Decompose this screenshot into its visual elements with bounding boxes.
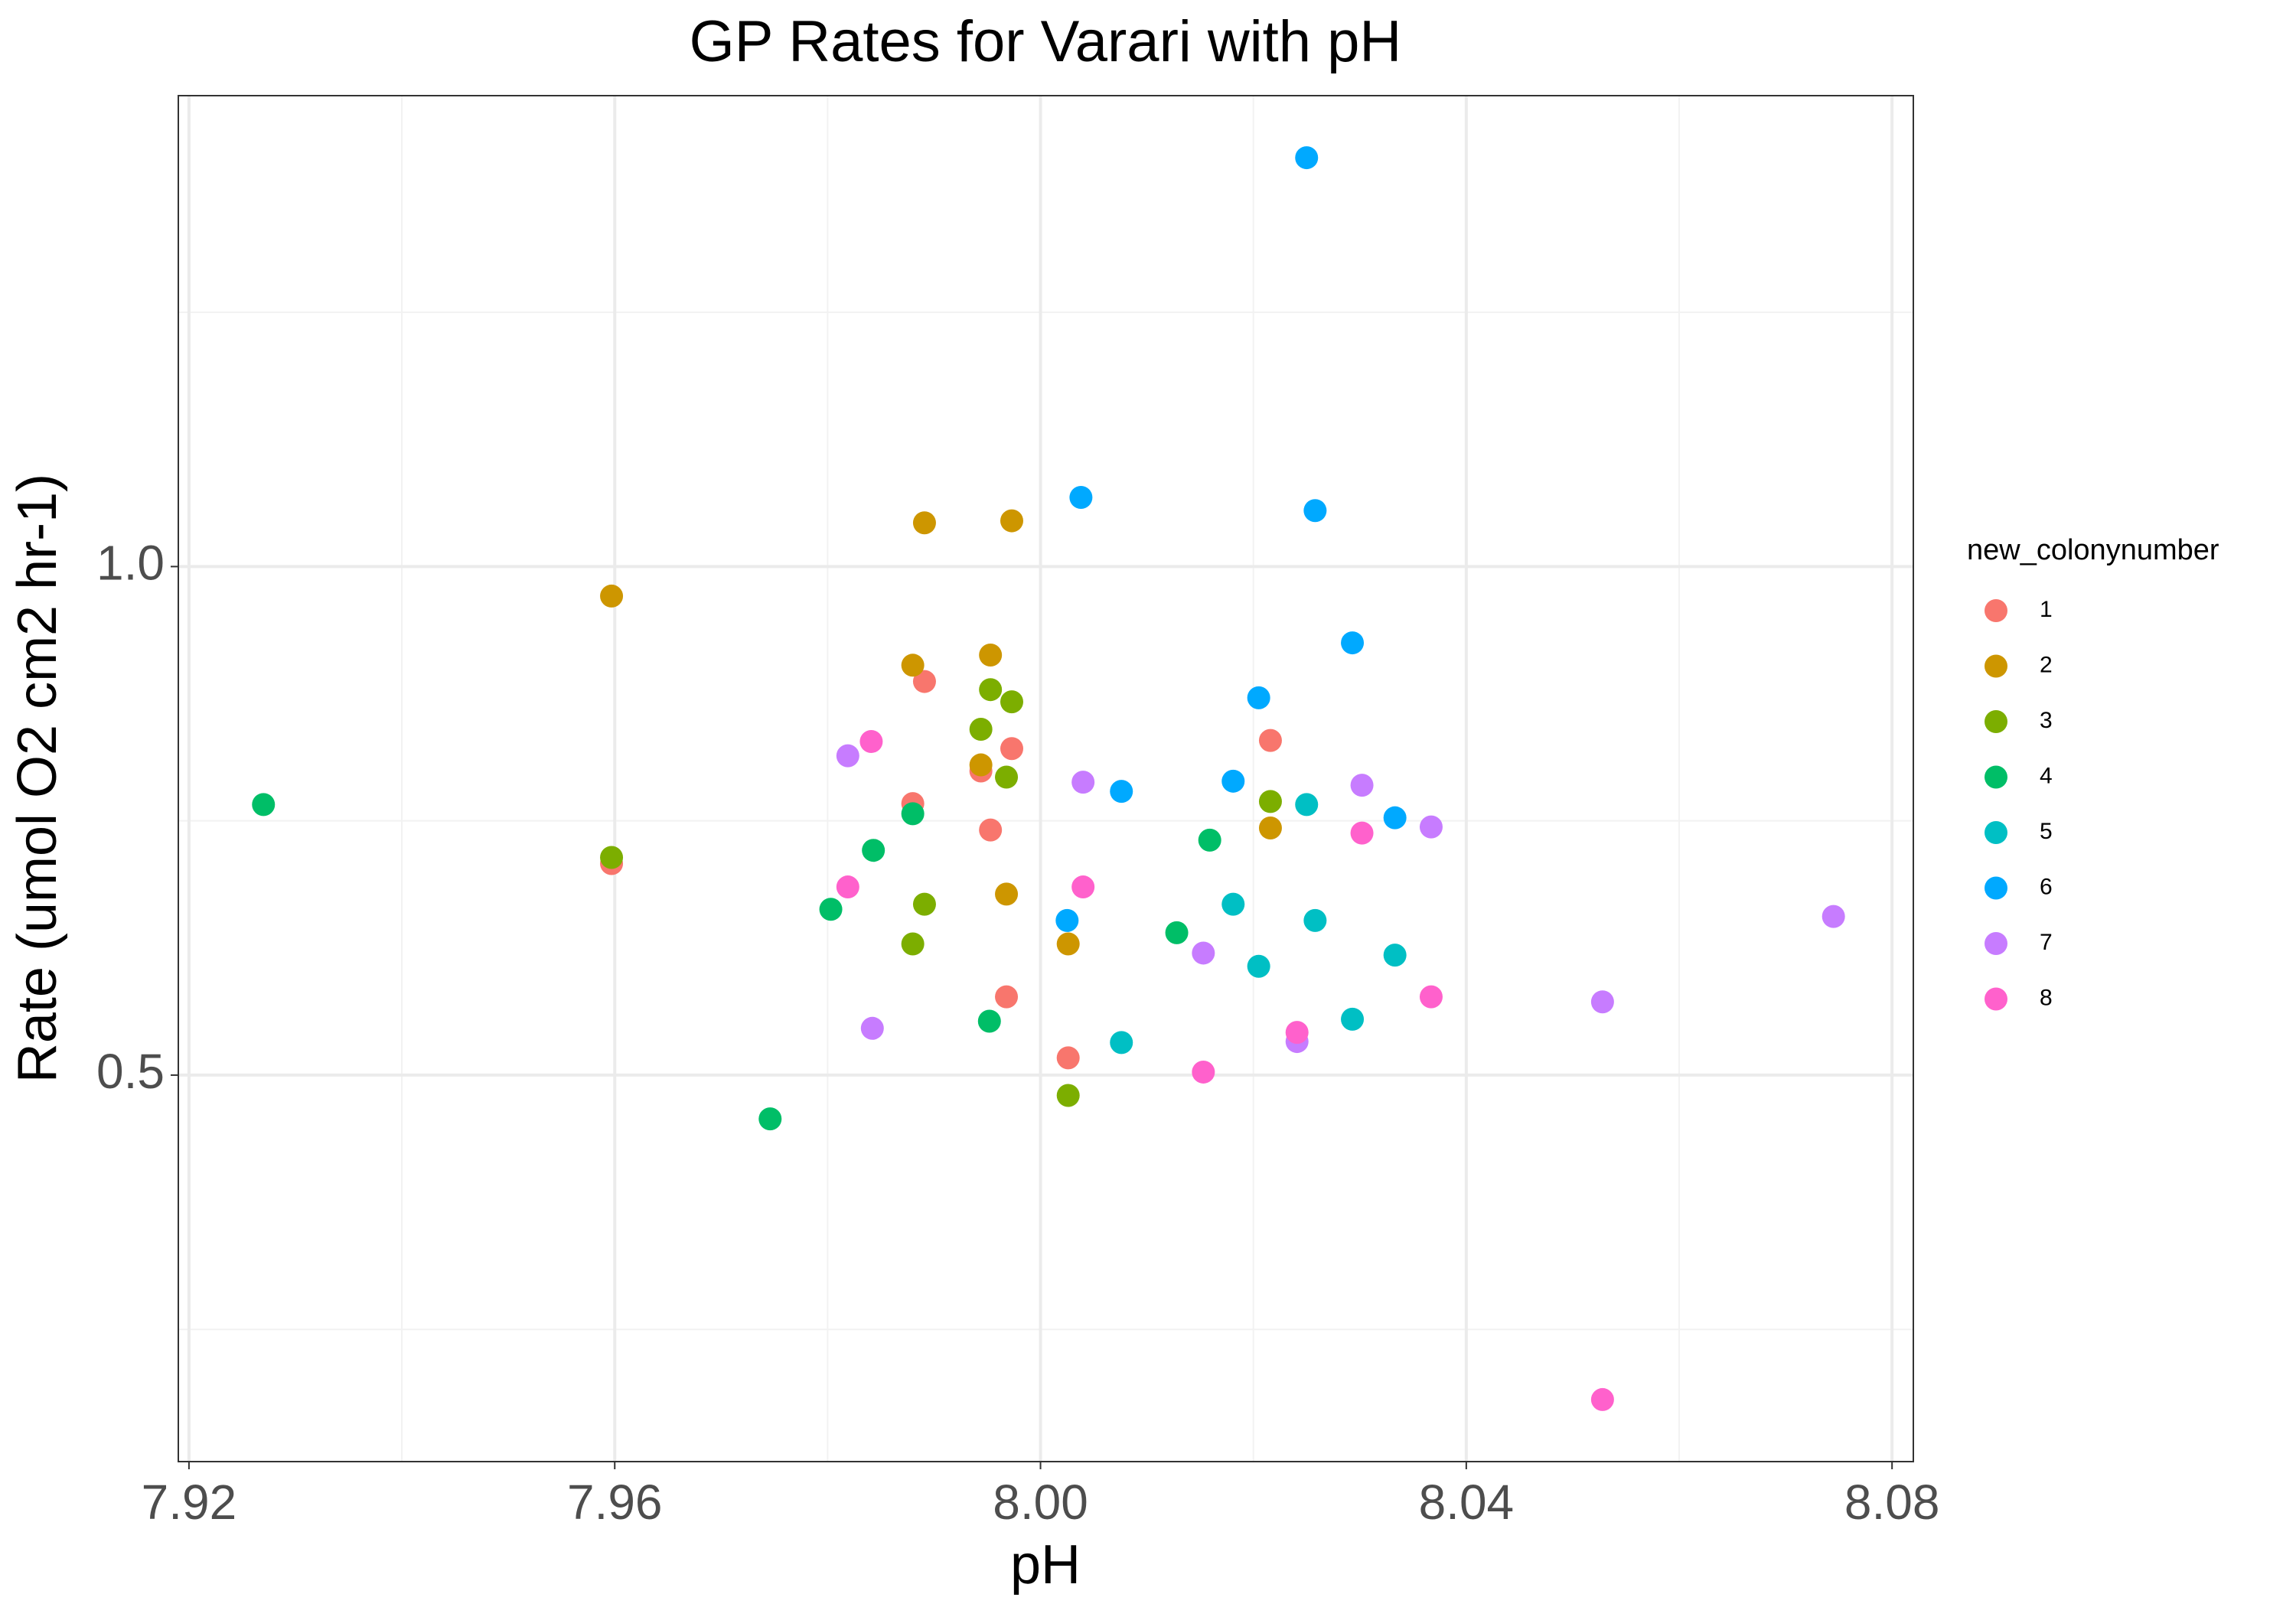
x-tick-label: 7.96 [567,1475,663,1530]
point [1258,816,1282,839]
point [995,765,1019,789]
point [836,744,859,768]
legend-label: 2 [2040,652,2053,677]
point [819,898,843,921]
point [1198,828,1221,852]
x-axis-label: pH [1010,1534,1081,1596]
legend-key [1985,765,2007,789]
y-tick-label: 0.5 [96,1044,165,1099]
point [977,1009,1001,1033]
point [1590,990,1614,1014]
point [1821,905,1845,928]
point [969,718,993,742]
point [969,753,993,777]
point [1055,908,1079,932]
point [1295,146,1319,170]
point [979,644,1003,667]
x-tick-label: 7.92 [142,1475,237,1530]
point [1000,509,1023,533]
point [1419,985,1443,1009]
legend-key [1985,654,2007,678]
point [1383,944,1407,967]
point [1110,780,1133,804]
legend-label: 4 [2040,763,2053,788]
legend-label: 6 [2040,874,2053,899]
point [995,985,1019,1009]
y-axis-label: Rate (umol O2 cm2 hr-1) [7,474,68,1083]
point [600,846,624,869]
point [1192,941,1215,965]
point [995,882,1019,906]
legend-label: 3 [2040,708,2053,733]
point [1247,686,1270,709]
point [901,932,925,956]
point [1221,892,1245,916]
point [1192,1060,1215,1084]
point [1000,737,1023,761]
legend-label: 8 [2040,985,2053,1010]
point [1350,821,1374,845]
legend-label: 1 [2040,597,2053,622]
x-tick-label: 8.04 [1419,1475,1515,1530]
point [1303,499,1327,523]
legend-key [1985,821,2007,844]
point [1069,486,1093,509]
legend-key [1985,932,2007,955]
point [1258,729,1282,752]
point [912,892,936,916]
point [979,678,1003,702]
point [1071,771,1095,794]
point [1056,1084,1080,1107]
y-tick-label: 1.0 [96,535,165,590]
legend-key [1985,876,2007,900]
plot-border [178,95,1914,1462]
point [1303,908,1327,932]
point [758,1107,782,1131]
point [1383,806,1407,830]
point [1071,875,1095,899]
point [1295,793,1319,817]
chart-title: GP Rates for Varari with pH [690,9,1402,74]
point [1056,1046,1080,1070]
point [1258,790,1282,813]
point [1165,921,1189,944]
point [912,670,936,693]
x-tick-label: 8.00 [993,1475,1088,1530]
point [600,584,624,608]
point [1247,954,1270,978]
point [1341,631,1365,655]
point [979,818,1003,842]
point [1110,1031,1133,1054]
point [836,875,859,899]
legend-label: 7 [2040,930,2053,955]
legend-key [1985,599,2007,622]
point [859,729,883,753]
legend-title: new_colonynumber [1967,534,2219,566]
point [912,511,936,535]
legend-label: 5 [2040,819,2053,844]
point [1341,1007,1365,1031]
point [252,793,276,817]
point [901,802,925,826]
point [1056,932,1080,956]
point [901,654,925,677]
point [1285,1021,1309,1045]
point [1221,769,1245,793]
x-tick-label: 8.08 [1844,1475,1940,1530]
point [862,839,885,862]
point [860,1016,884,1040]
point [1590,1387,1614,1411]
legend-key [1985,710,2007,733]
point [1419,815,1443,839]
legend-key [1985,987,2007,1011]
point [1000,690,1023,714]
point [1350,774,1374,797]
